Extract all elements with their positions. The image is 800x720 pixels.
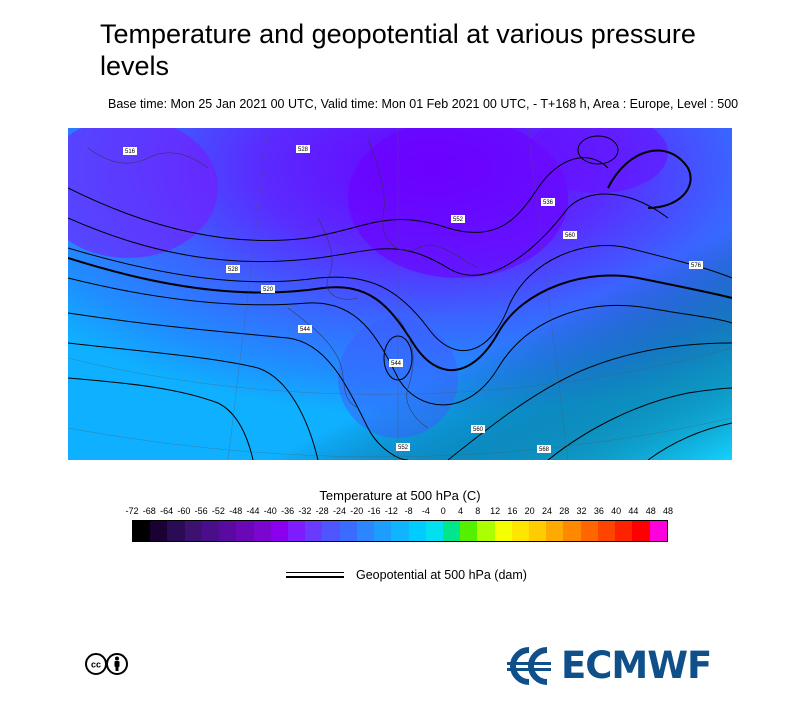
colorbar-tick-label: -20 <box>350 506 364 516</box>
colorbar-swatch <box>580 521 598 541</box>
colorbar-tick-labels: -72 -68 -64 -60 -56 -52 -48 -44 -40 -36 -32 -28 -24-… <box>125 506 673 518</box>
colorbar-swatch <box>236 521 254 541</box>
colorbar-title: Temperature at 500 hPa (C) <box>319 488 481 503</box>
colorbar-swatch <box>219 521 237 541</box>
colorbar-tick-label: 20 <box>524 506 535 516</box>
colorbar-tick-label: 32 <box>576 506 587 516</box>
colorbar-tick-label: 8 <box>475 506 481 516</box>
colorbar-tick-label: 4 <box>458 506 464 516</box>
colorbar-tick-label: -56 <box>194 506 208 516</box>
colorbar-tick-label: -48 <box>229 506 243 516</box>
colorbar-swatch <box>460 521 478 541</box>
graticule <box>68 128 732 460</box>
chart-title: Temperature and geopotential at various … <box>100 19 696 81</box>
colorbar-swatch <box>305 521 323 541</box>
geopotential-contours <box>68 135 732 460</box>
colorbar-swatch <box>529 521 547 541</box>
colorbar-swatch <box>287 521 306 541</box>
contour-label: 528 <box>298 147 309 153</box>
temperature-field-svg: 516 528 552 536 528 520 544 560 568 560 … <box>68 128 732 460</box>
colorbar-tick-label: -60 <box>177 506 191 516</box>
contour-label: 544 <box>391 361 402 367</box>
colorbar-swatch <box>184 521 202 541</box>
colorbar-swatch <box>477 521 495 541</box>
colorbar-swatch <box>253 521 271 541</box>
colorbar-swatch <box>494 521 512 541</box>
colorbar-tick-label: -12 <box>384 506 398 516</box>
cold-pool-scandinavia <box>348 128 568 278</box>
temperature-colorbar <box>132 520 668 542</box>
contour-label: 560 <box>473 427 484 433</box>
colorbar-tick-label: -28 <box>315 506 329 516</box>
colorbar-swatch <box>408 521 426 541</box>
chart-subtitle: Base time: Mon 25 Jan 2021 00 UTC, Valid… <box>108 97 739 111</box>
contour-label: 568 <box>539 447 550 453</box>
contour-label: 520 <box>263 287 274 293</box>
colorbar-tick-label: 24 <box>541 506 552 516</box>
colorbar-swatch <box>425 521 443 541</box>
coastlines <box>87 137 479 429</box>
contour-label: 552 <box>453 217 464 223</box>
colorbar-swatch <box>563 521 581 541</box>
colorbar-tick-label: -44 <box>246 506 260 516</box>
ecmwf-logo-icon <box>507 646 551 685</box>
colorbar-tick-label: 12 <box>490 506 501 516</box>
colorbar-swatch <box>356 521 375 541</box>
colorbar-tick-label: -72 <box>125 506 139 516</box>
colorbar-swatch <box>322 521 340 541</box>
geopotential-legend: Geopotential at 500 hPa (dam) <box>286 568 527 582</box>
colorbar-tick-label: -24 <box>332 506 346 516</box>
colorbar-swatch <box>374 521 392 541</box>
colorbar-swatch <box>150 521 168 541</box>
colorbar-tick-label: -8 <box>404 506 413 516</box>
colorbar-tick-label: -64 <box>160 506 174 516</box>
colorbar-tick-label: 0 <box>440 506 446 516</box>
colorbar-swatch <box>339 521 357 541</box>
contour-line-sample <box>286 571 344 579</box>
colorbar-swatch <box>546 521 564 541</box>
creative-commons-by-icon[interactable]: cc <box>84 652 128 676</box>
contour-label: 552 <box>398 445 409 451</box>
colorbar-swatch <box>597 521 616 541</box>
colorbar-swatch <box>270 521 288 541</box>
colorbar-swatch <box>391 521 409 541</box>
colorbar-tick-label: 44 <box>628 506 639 516</box>
contour-label: 576 <box>691 263 702 269</box>
cold-pool-west <box>68 128 218 258</box>
colorbar-swatch <box>511 521 530 541</box>
colorbar-tick-label: 40 <box>611 506 622 516</box>
colorbar-swatch <box>201 521 220 541</box>
colorbar-swatch <box>133 521 151 541</box>
colorbar-swatch <box>615 521 633 541</box>
colorbar-tick-label: -4 <box>421 506 430 516</box>
contour-label: 536 <box>543 200 554 206</box>
ecmwf-logo[interactable]: ECMWF <box>503 644 712 687</box>
geopotential-legend-label: Geopotential at 500 hPa (dam) <box>356 568 527 582</box>
contour-label: 560 <box>565 233 576 239</box>
colorbar-swatch <box>632 521 650 541</box>
colorbar-tick-label: 48 <box>645 506 656 516</box>
colorbar-tick-label: 36 <box>593 506 604 516</box>
colorbar-tick-label: -52 <box>211 506 225 516</box>
contour-label: 544 <box>300 327 311 333</box>
colorbar-tick-label: 28 <box>559 506 570 516</box>
contour-label-group: 516 528 552 536 528 520 544 560 568 560 … <box>123 145 703 453</box>
svg-text:cc: cc <box>91 660 101 670</box>
contour-label: 528 <box>228 267 239 273</box>
colorbar-swatch <box>442 521 461 541</box>
colorbar-tick-label: 48 <box>662 506 674 516</box>
colorbar-tick-label: -36 <box>281 506 295 516</box>
colorbar-tick-label: -40 <box>263 506 277 516</box>
colorbar-tick-label: -68 <box>142 506 156 516</box>
colorbar-tick-label: 16 <box>507 506 518 516</box>
colorbar-tick-label: -32 <box>298 506 312 516</box>
contour-label: 516 <box>125 149 136 155</box>
ecmwf-logo-text: ECMWF <box>561 644 712 687</box>
colorbar-swatch <box>167 521 185 541</box>
colorbar-swatch <box>649 521 667 541</box>
weather-map: 516 528 552 536 528 520 544 560 568 560 … <box>68 128 732 460</box>
colorbar-tick-label: -16 <box>367 506 381 516</box>
